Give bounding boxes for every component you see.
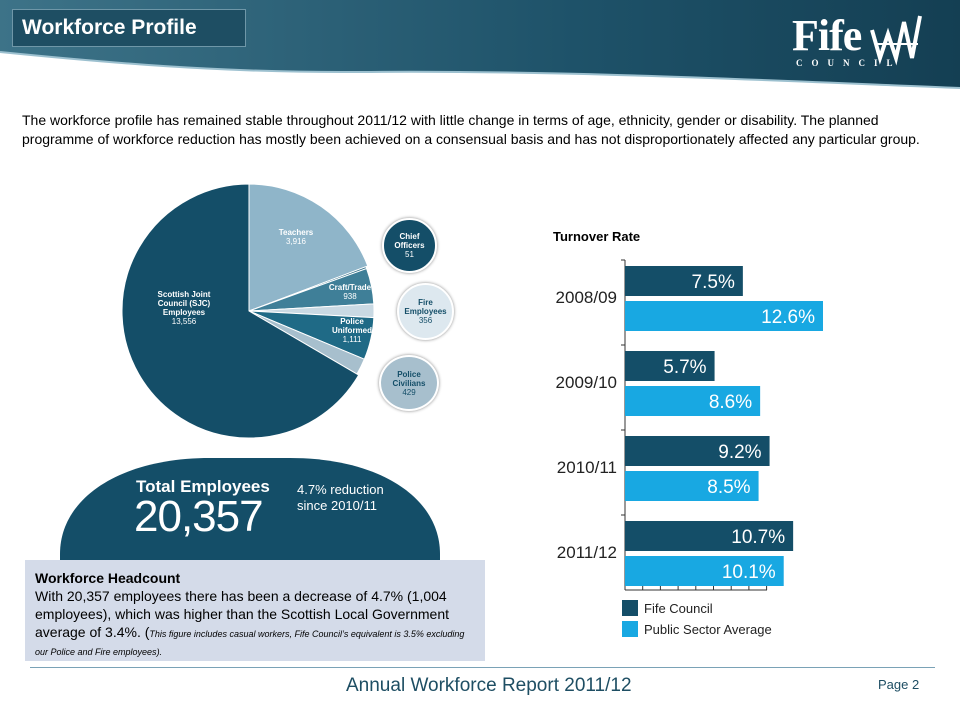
bubble-fire-employees: Fire Employees 356	[397, 283, 454, 340]
total-employees-value: 20,357	[134, 492, 264, 541]
pie-value-craft-trade: 938	[343, 292, 357, 301]
bar-value-label: 7.5%	[692, 272, 735, 293]
pie-slice-teachers	[248, 183, 369, 312]
pie-label-teachers: Teachers	[279, 228, 314, 237]
bubble-police-civilians-value: 429	[402, 387, 416, 397]
pie-label-police-uniformed: Police	[340, 317, 364, 326]
bar-value-label: 10.1%	[722, 562, 776, 583]
logo-sub-text: COUNCIL	[796, 58, 902, 68]
bar-public-sector-2011-12	[625, 556, 784, 586]
pie-label-police-uniformed: Uniformed	[332, 326, 372, 335]
pie-value-teachers: 3,916	[286, 237, 307, 246]
logo-mark-icon	[870, 15, 922, 66]
bar-public-sector-2009-10	[625, 386, 761, 416]
turnover-chart-title: Turnover Rate	[553, 229, 641, 244]
headcount-body: With 20,357 employees there has been a d…	[35, 588, 449, 640]
headcount-tail: ).	[156, 647, 163, 657]
footer-divider	[30, 667, 935, 668]
bar-public-sector-2010-11	[625, 471, 759, 501]
bar-fife-council-2009-10	[625, 351, 715, 381]
logo-main-text: Fife	[792, 11, 862, 60]
pie-label-scottish-joint-council-sjc-employees: Council (SJC)	[158, 299, 211, 308]
headcount-footnote: This figure includes casual workers, Fif…	[35, 629, 465, 657]
bubble-police-civilians: Police Civilians 429	[379, 355, 439, 411]
bar-value-label: 10.7%	[731, 527, 785, 548]
bar-category-label-2011-12: 2011/12	[557, 543, 617, 562]
pie-value-scottish-joint-council-sjc-employees: 13,556	[172, 317, 197, 326]
total-employees-label: Total Employees	[136, 477, 270, 496]
fife-council-logo: Fife COUNCIL	[790, 8, 940, 78]
bar-value-label: 5.7%	[663, 357, 706, 378]
bar-public-sector-2008-09	[625, 301, 823, 331]
legend-label-public-sector: Public Sector Average	[644, 622, 772, 637]
turnover-bar-chart: 2008/09 7.5% 12.6% 2009/10 5.7%8.6% 2010/11 9.…	[556, 259, 823, 637]
headcount-heading: Workforce Headcount	[35, 570, 181, 586]
footer-report-title: Annual Workforce Report 2011/12	[346, 675, 632, 696]
pie-label-scottish-joint-council-sjc-employees: Scottish Joint	[158, 290, 211, 299]
bar-category-label-2009-10: 2009/10	[556, 373, 617, 392]
bar-value-label: 9.2%	[718, 442, 761, 463]
bar-value-label: 8.5%	[707, 477, 750, 498]
pie-label-scottish-joint-council-sjc-employees: Employees	[163, 308, 206, 317]
bar-fife-council-2011-12	[625, 521, 794, 551]
bubble-fire-employees-value: 356	[418, 316, 433, 325]
bar-value-label: 12.6%	[761, 307, 815, 328]
workforce-headcount-box: Workforce Headcount With 20,357 employee…	[25, 560, 485, 661]
intro-paragraph: The workforce profile has remained stabl…	[22, 112, 920, 147]
header-band: Workforce Profile Fife COUNCIL	[0, 0, 960, 95]
bubble-chief-officers-label: Chief Officers	[394, 232, 425, 250]
page-number: Page 2	[878, 677, 920, 692]
total-reduction-note: 4.7% reduction since 2010/11	[297, 482, 384, 513]
legend-swatch-fife-council	[622, 600, 638, 616]
bar-value-label: 8.6%	[709, 392, 752, 413]
bubble-chief-officers: Chief Officers 51	[382, 218, 437, 273]
bubble-police-civilians-label: Police Civilians	[392, 369, 426, 388]
pie-label-craft-trade: Craft/Trade	[329, 283, 372, 292]
legend-label-fife-council: Fife Council	[644, 601, 713, 616]
page-title: Workforce Profile	[12, 9, 246, 47]
legend-swatch-public-sector	[622, 621, 638, 637]
total-employees-panel	[60, 458, 440, 560]
bar-fife-council-2010-11	[625, 436, 770, 466]
bar-category-label-2010-11: 2010/11	[557, 458, 617, 477]
bar-category-label-2008-09: 2008/09	[556, 288, 617, 307]
bar-fife-council-2008-09	[625, 266, 743, 296]
pie-slice-scottish-joint-council-sjc-employees	[121, 183, 360, 439]
bubble-fire-employees-label: Fire Employees	[404, 298, 447, 316]
pie-value-police-uniformed: 1,111	[343, 335, 362, 344]
bubble-chief-officers-value: 51	[405, 250, 414, 259]
